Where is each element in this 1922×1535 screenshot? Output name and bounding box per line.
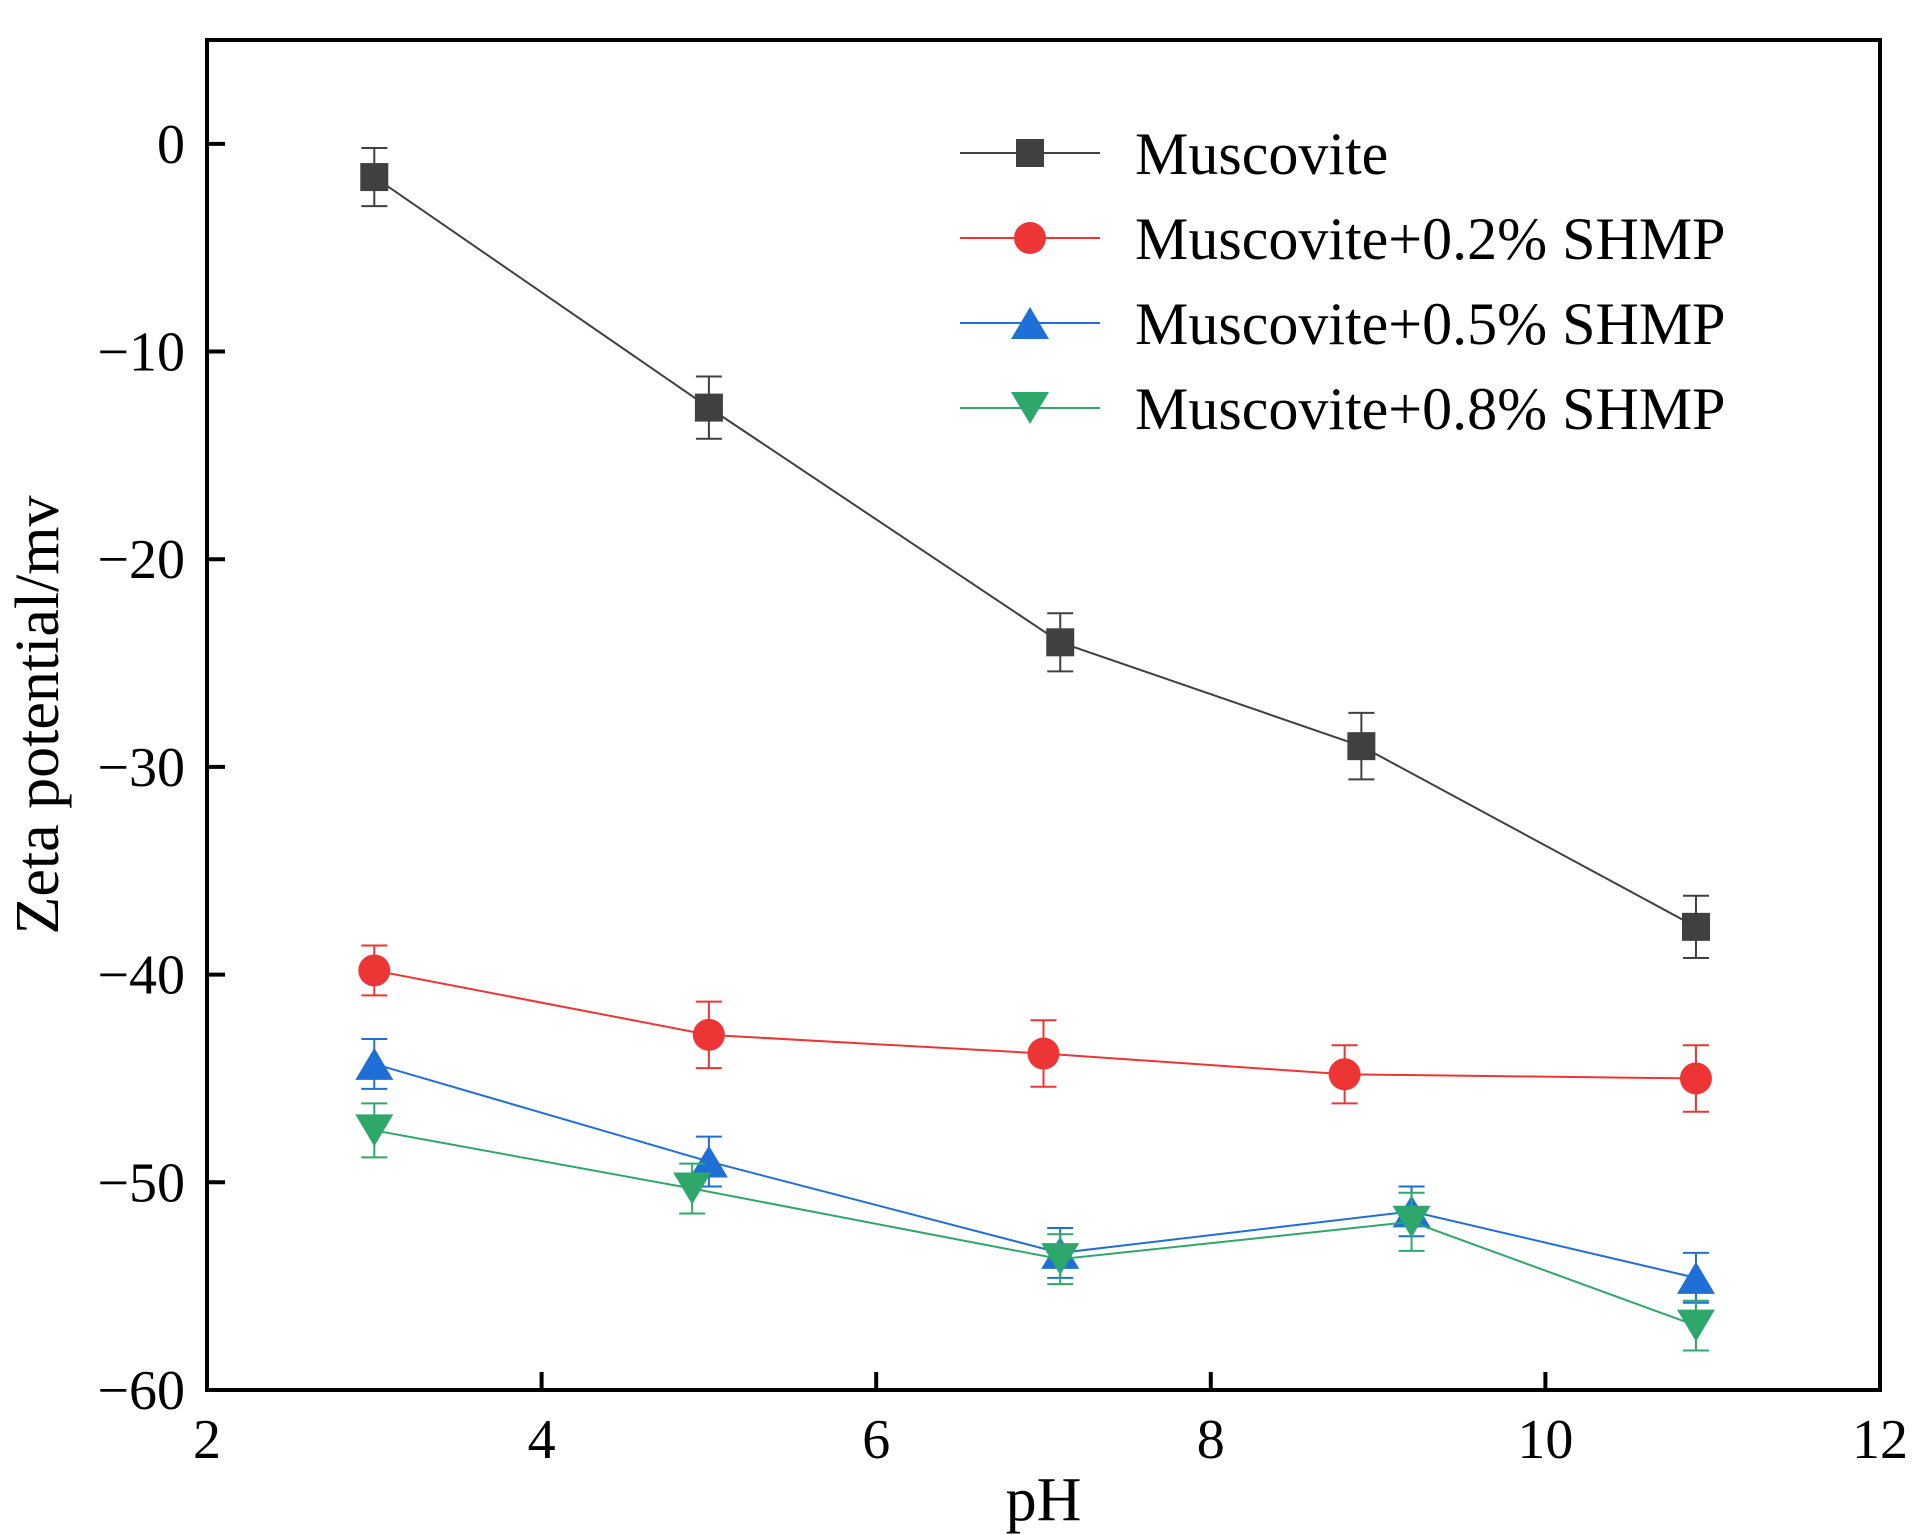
legend-entry-1: Muscovite	[960, 121, 1388, 187]
x-tick-label: 6	[862, 1409, 890, 1471]
series-4	[355, 1102, 1715, 1352]
x-tick-label: 10	[1517, 1409, 1573, 1471]
data-point	[358, 954, 391, 987]
data-point	[1676, 1261, 1715, 1294]
data-point	[1392, 1205, 1431, 1238]
x-axis-title: pH	[1006, 1466, 1082, 1534]
data-point	[1679, 1062, 1712, 1095]
y-tick-label: −50	[97, 1152, 185, 1214]
legend-entry-2: Muscovite+0.2% SHMP	[960, 206, 1726, 272]
x-tick-label: 12	[1852, 1409, 1908, 1471]
legend-label: Muscovite+0.2% SHMP	[1135, 206, 1726, 272]
y-tick-label: 0	[157, 114, 185, 176]
data-point	[1046, 628, 1075, 657]
legend-label: Muscovite+0.5% SHMP	[1135, 291, 1726, 357]
y-tick-label: −10	[97, 322, 185, 384]
series-layer	[355, 147, 1715, 1352]
legend-entry-4: Muscovite+0.8% SHMP	[960, 376, 1726, 442]
data-point	[689, 1145, 728, 1178]
y-axis-title: Zeta potential/mv	[4, 495, 72, 934]
legend-label: Muscovite+0.8% SHMP	[1135, 376, 1726, 442]
x-tick-label: 8	[1197, 1409, 1225, 1471]
plot-frame	[205, 38, 1882, 1392]
y-tick-label: −40	[97, 945, 185, 1007]
series-2	[358, 944, 1712, 1113]
x-tick-label: 4	[528, 1409, 556, 1471]
data-point	[360, 163, 389, 192]
legend-entry-3: Muscovite+0.5% SHMP	[960, 291, 1726, 357]
data-point	[355, 1047, 394, 1080]
data-point	[1328, 1058, 1361, 1091]
data-point	[692, 1018, 725, 1051]
legend: Muscovite Muscovite+0.2% SHMP Muscovite+0.…	[960, 121, 1726, 442]
x-tick-label: 2	[193, 1409, 221, 1471]
data-point	[1027, 1037, 1060, 1070]
y-axis-ticks: 0 −10 −20 −30 −40 −50 −60	[97, 114, 225, 1422]
data-point	[694, 393, 723, 422]
series-1	[360, 147, 1710, 959]
legend-marker	[1011, 307, 1049, 339]
data-point	[1347, 732, 1376, 761]
data-point	[673, 1172, 712, 1205]
data-point	[1676, 1309, 1715, 1342]
data-point	[1681, 912, 1710, 941]
legend-marker	[1011, 392, 1049, 424]
data-point	[355, 1114, 394, 1147]
x-axis-ticks: 2 4 6 8 10 12	[193, 1372, 1908, 1471]
y-tick-label: −30	[97, 737, 185, 799]
y-tick-label: −60	[97, 1360, 185, 1422]
legend-marker	[1014, 222, 1046, 254]
legend-marker	[1016, 139, 1044, 167]
data-point	[1041, 1243, 1080, 1276]
legend-label: Muscovite	[1135, 121, 1388, 187]
y-tick-label: −20	[97, 529, 185, 591]
